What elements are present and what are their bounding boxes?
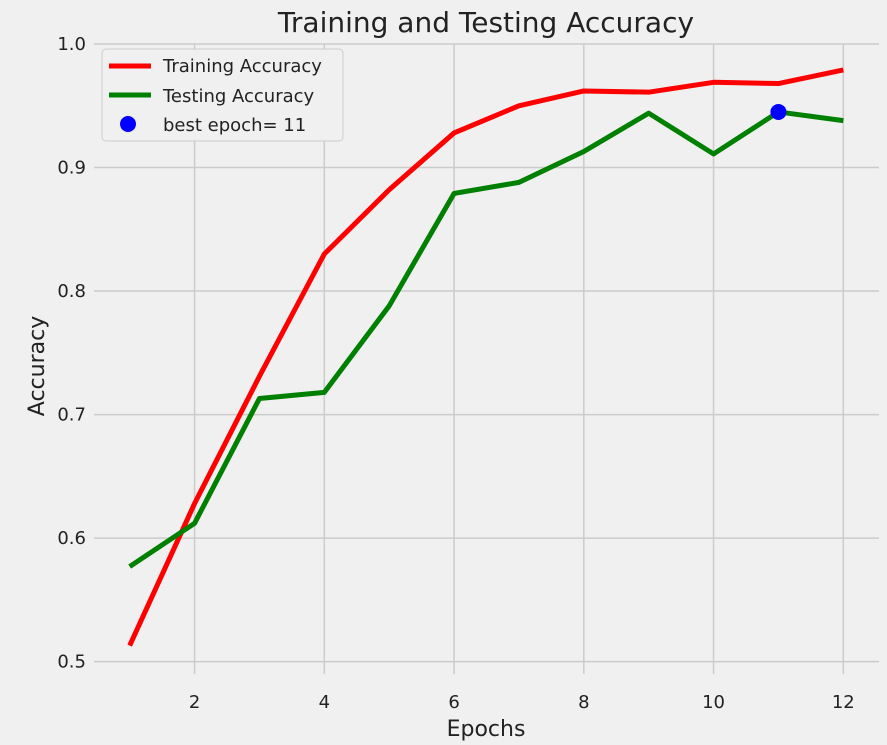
y-axis-label: Accuracy [25,316,50,416]
legend: Training Accuracy Testing Accuracy best … [101,48,344,142]
y-tick-label: 0.5 [57,652,86,673]
legend-marker-best-epoch [120,116,136,132]
legend-box [101,48,344,142]
legend-label-best-epoch: best epoch= 11 [163,115,306,136]
y-tick-labels: 0.5 0.6 0.7 0.8 0.9 1.0 [57,34,86,673]
x-tick-label: 8 [578,692,589,713]
x-tick-label: 4 [319,692,330,713]
y-tick-label: 0.8 [57,281,86,302]
best-epoch-layer [770,103,787,120]
legend-label-testing: Testing Accuracy [162,86,315,107]
x-tick-label: 12 [832,692,855,713]
series-line-testing [128,109,844,569]
y-tick-label: 1.0 [57,34,86,55]
best-epoch-marker [770,103,787,120]
y-tick-label: 0.9 [57,158,86,179]
chart-title: Training and Testing Accuracy [277,6,694,39]
y-tick-label: 0.6 [57,528,86,549]
x-tick-label: 6 [448,692,459,713]
x-tick-label: 10 [702,692,725,713]
y-tick-label: 0.7 [57,405,86,426]
x-tick-label: 2 [189,692,200,713]
y-grid [94,43,879,663]
legend-label-training: Training Accuracy [162,56,322,77]
x-tick-labels: 2 4 6 8 10 12 [189,692,855,713]
series-line-training [127,67,844,647]
x-axis-label: Epochs [447,717,526,742]
plot-area [94,44,879,674]
series-layer [127,67,844,647]
